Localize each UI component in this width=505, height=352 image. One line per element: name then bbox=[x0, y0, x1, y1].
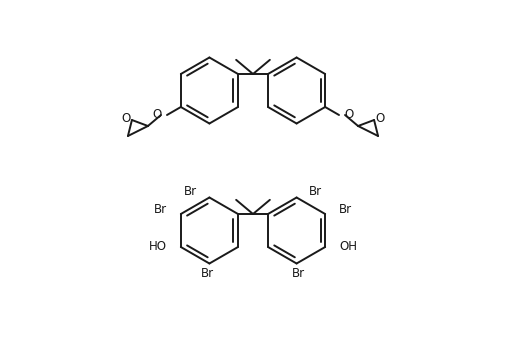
Text: O: O bbox=[153, 108, 162, 121]
Text: OH: OH bbox=[338, 240, 357, 253]
Text: Br: Br bbox=[308, 185, 321, 198]
Text: Br: Br bbox=[291, 267, 305, 280]
Text: O: O bbox=[121, 113, 130, 126]
Text: Br: Br bbox=[200, 267, 214, 280]
Text: HO: HO bbox=[148, 240, 167, 253]
Text: O: O bbox=[375, 113, 384, 126]
Text: Br: Br bbox=[338, 203, 351, 216]
Text: Br: Br bbox=[184, 185, 197, 198]
Text: O: O bbox=[343, 108, 352, 121]
Text: Br: Br bbox=[154, 203, 167, 216]
